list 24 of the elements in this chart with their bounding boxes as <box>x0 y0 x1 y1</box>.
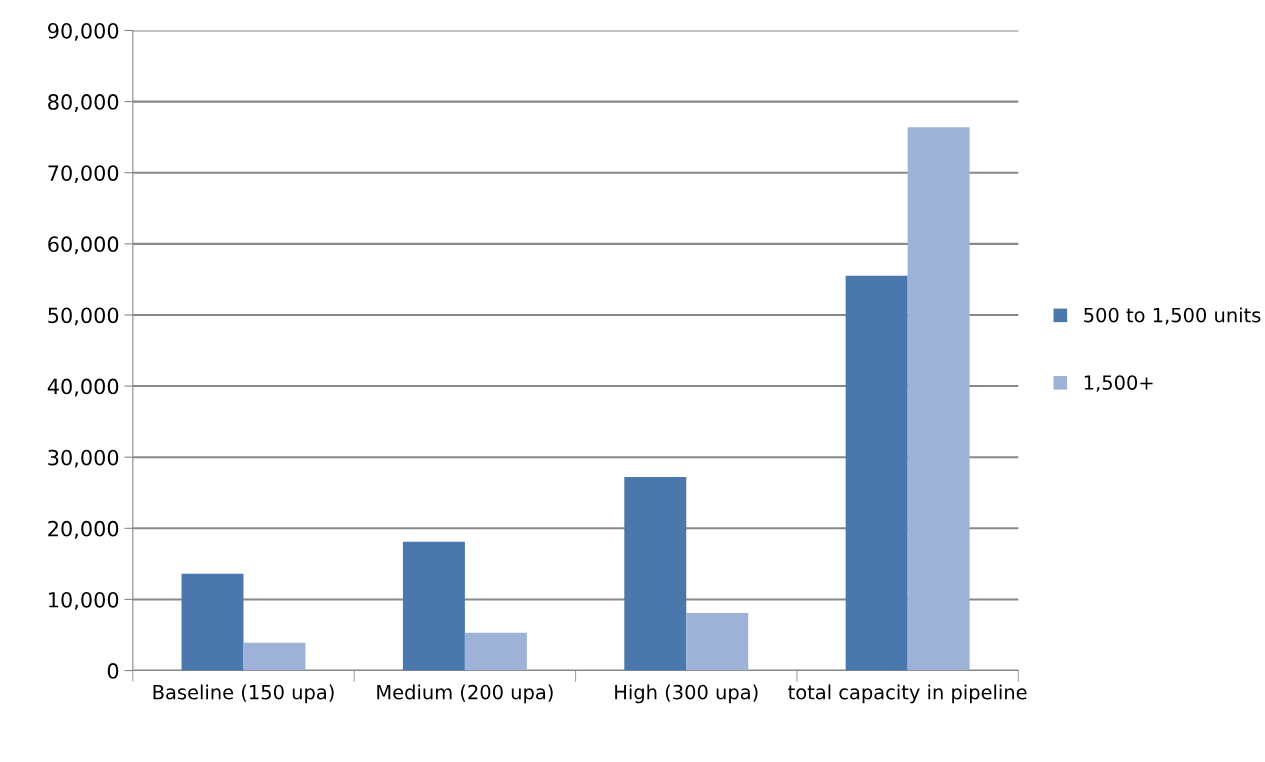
y-tick-label: 20,000 <box>48 520 119 539</box>
x-tick-label: Baseline (150 upa) <box>153 684 334 704</box>
x-tick-label: High (300 upa) <box>615 684 758 704</box>
bar <box>181 573 244 671</box>
legend-label: 1,500+ <box>1084 375 1153 392</box>
bar <box>624 477 687 671</box>
x-tick-label: total capacity in pipeline <box>788 684 1027 704</box>
y-tick-label: 40,000 <box>47 378 119 397</box>
bar <box>402 541 465 671</box>
bar <box>243 642 306 671</box>
y-tick-label: 10,000 <box>49 591 119 610</box>
bar <box>907 127 970 671</box>
y-tick-label: 30,000 <box>48 449 119 468</box>
y-tick-label: 60,000 <box>48 236 119 255</box>
bar <box>686 612 749 671</box>
bar <box>464 632 527 671</box>
x-tick-label: Medium (200 upa) <box>377 684 553 704</box>
y-tick-label: 50,000 <box>48 307 119 326</box>
y-tick-label: 70,000 <box>48 165 119 184</box>
legend-label: 500 to 1,500 units <box>1084 307 1261 325</box>
bar <box>845 275 908 671</box>
y-tick-label: 0 <box>107 663 119 679</box>
y-tick-label: 80,000 <box>48 94 119 112</box>
y-tick-label: 90,000 <box>48 22 119 41</box>
